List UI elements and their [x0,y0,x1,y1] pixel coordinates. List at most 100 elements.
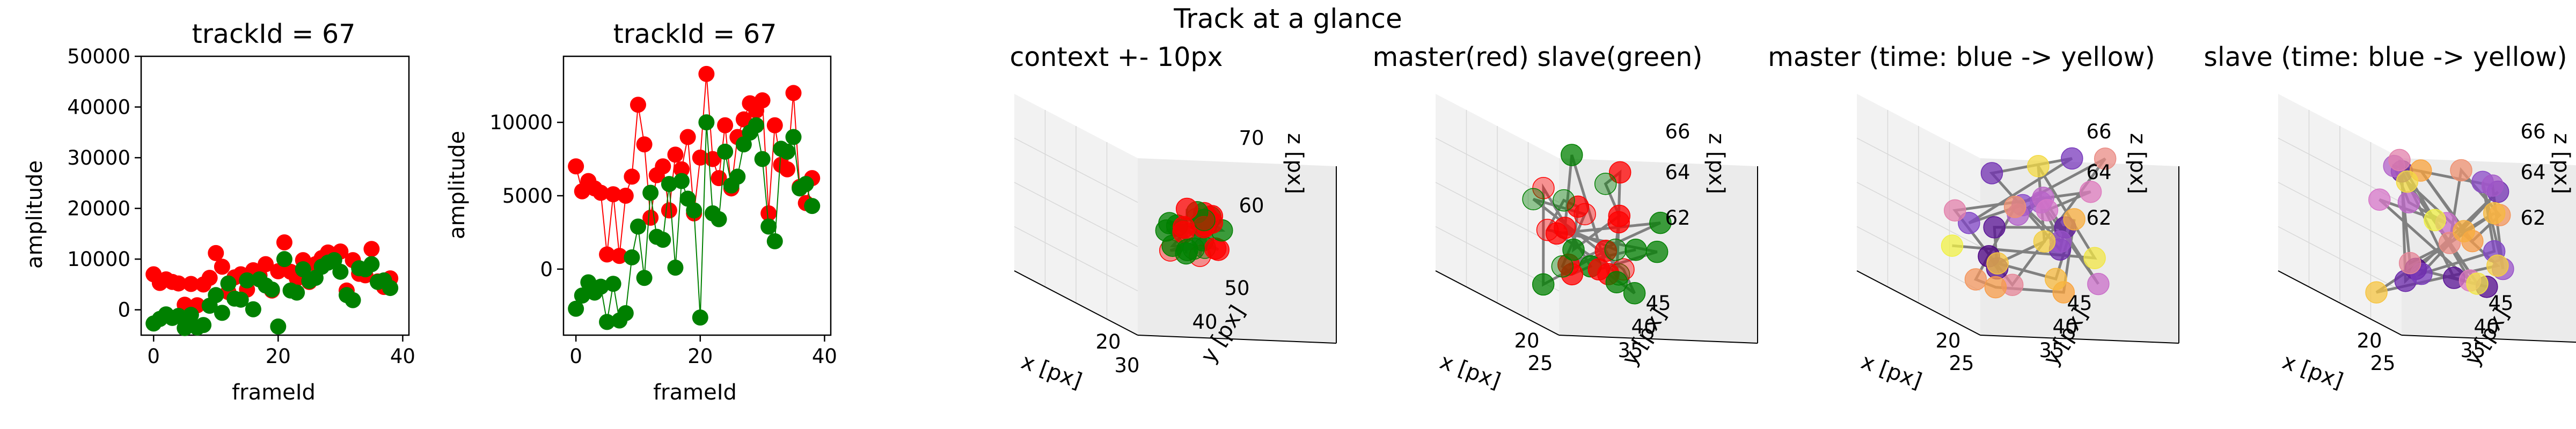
panel-2-series-1-point [674,173,690,189]
panel-6-xtick-0: 20 [2357,329,2382,352]
panel-2-series-0-point [599,246,616,263]
panel-4-point [1623,282,1646,305]
panel-6-zlabel: z [px] [2549,133,2574,194]
panel-2-series-1-point [717,143,734,160]
panel-6-point [2450,159,2472,182]
panel-2-series-1-point [667,260,684,276]
panel-2-ytick-2: 10000 [489,111,553,134]
panel-6-ztick-0: 62 [2520,206,2545,230]
panel-4-point [1624,238,1647,261]
panel-1-series-1-point [170,308,187,324]
panel-1-ytick-5: 50000 [67,45,130,68]
panel-1-ytick-3: 30000 [67,146,130,169]
panel-2-plot: 0 20 40 0 5000 10000 [489,55,837,368]
panel-2-series-1-point [661,176,677,193]
panel-4-ytick-1: 40 [1631,315,1656,338]
panel-2-ylabel: amplitude [445,131,470,239]
panel-4-y-axis-line [1558,335,1758,344]
panel-4: master(red) slave(green) x [px] y [px] z… [1373,42,1758,394]
panel-1-series-0-point [270,263,287,279]
panel-6-xtick-1: 25 [2370,352,2395,375]
panel-1-series-1-point [182,307,199,323]
panel-1-plot: 0 20 40 0 10000 20000 30000 40000 50000 [67,45,415,368]
panel-2-series-0-point [692,149,708,166]
panel-6-trajectory-line [2375,159,2505,294]
panel-6-point [2483,202,2506,225]
panel-4-x-axis-line [1435,270,1560,336]
panel-2-ytick-0: 0 [540,258,553,281]
panel-5-point [2079,180,2102,203]
panel-2-series-1-point [599,314,616,330]
panel-4-point [1551,255,1574,278]
panel-2-ytick-1: 5000 [502,184,553,208]
panel-2: trackId = 67 frameId amplitude 0 20 40 0 500… [445,19,837,405]
panel-2-series-0-point [717,117,734,134]
panel-6-ytick-0: 35 [2460,339,2485,362]
panel-4-ztick-2: 66 [1665,120,1690,143]
panel-5-point [2036,199,2059,221]
panel-1-ylabel: amplitude [23,160,47,269]
panel-4-xtick-0: 20 [1514,329,1539,352]
panel-4-point [1536,218,1559,241]
panel-2-series-1-point [797,176,814,193]
panel-6-point [2388,149,2411,172]
panel-2-series-1-point [568,300,584,317]
panel-4-point [1532,273,1555,296]
panel-1-series-1-point [276,251,292,268]
panel-2-series-1-point [624,249,640,265]
panel-3-point [1173,216,1195,239]
panel-3-point [1193,209,1216,232]
panel-1-series-1-point [332,263,349,280]
panel-5-point [1984,276,2007,299]
panel-2-series-1-point [766,233,783,249]
panel-3-ytick-0: 40 [1192,310,1217,334]
panel-6-ytick-2: 45 [2488,292,2513,315]
panel-2-series-0-point [624,168,640,185]
panel-5: master (time: blue -> yellow) x [px] y [… [1768,42,2179,394]
panel-1-series-1-point [289,284,305,301]
panel-2-series-1-point [636,270,653,286]
panel-1-series-1-point [264,281,280,298]
panel-5-ztick-0: 62 [2086,206,2111,230]
panel-2-series-1-point [754,151,771,167]
panel-2-series-1-point [711,211,727,227]
panel-5-plot [1856,94,2179,344]
panel-1-series-1-point [363,256,380,272]
panel-6-point [2486,254,2509,277]
panel-1-xlabel: frameId [232,380,316,405]
panel-1-ytick-4: 40000 [67,96,130,119]
panel-1-series-0-point [363,241,380,257]
panel-3-zlabel: z [px] [1283,133,1307,194]
panel-6-ztick-2: 66 [2520,120,2545,143]
panel-1-xtick-1: 20 [266,345,291,368]
panel-4-point [1553,189,1575,212]
panel-6-gridline [2278,182,2402,247]
panel-2-xtick-2: 40 [812,345,837,368]
panel-3-point [1207,239,1230,261]
panel-4-point [1594,173,1617,195]
panel-5-point [2083,247,2106,269]
panel-4-plot [1435,94,1758,344]
panel-6-gridline [2278,226,2402,292]
panel-5-point [2003,196,2026,218]
panel-2-series-1-point [760,218,777,235]
panel-1-series-1-point [208,287,224,304]
panel-2-series-0-point [766,117,783,134]
panel-3-gridline [1014,182,1138,247]
panel-5-point [2027,154,2050,177]
panel-3-plot [1014,94,1337,344]
panel-2-series-1-point [642,184,659,201]
panel-5-point [1941,234,1964,257]
panel-3-xtick-0: 20 [1095,330,1121,353]
panel-3-point [1175,197,1198,220]
panel-4-xtick-1: 25 [1527,352,1553,375]
panel-2-xtick-1: 20 [687,345,713,368]
panel-2-series-1-point [779,143,795,160]
panel-4-point [1645,240,1668,263]
panel-1-ytick-0: 0 [118,299,130,322]
panel-3-title: context +- 10px [1009,42,1223,72]
panel-5-point [2061,147,2083,170]
panel-3: context +- 10px x [px] y [px] z [px] 20 … [1009,42,1337,394]
panel-3-gridline [1014,226,1138,292]
panel-1-series-0-point [170,275,187,292]
